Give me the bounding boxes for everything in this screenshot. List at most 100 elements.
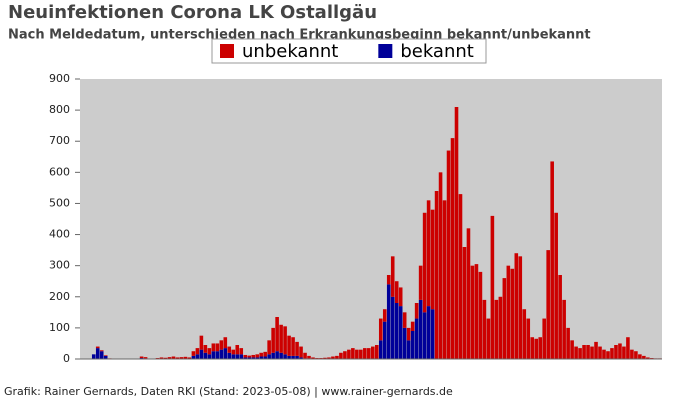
bar-segment (99, 350, 104, 352)
bar-segment (95, 348, 100, 359)
bar-segment (187, 357, 192, 359)
bar-segment (371, 346, 375, 359)
bar-segment (299, 346, 303, 358)
bar-segment (474, 264, 479, 359)
bar-segment (279, 352, 283, 359)
bar-segment (626, 337, 630, 359)
bar-segment (466, 228, 471, 359)
bar-segment (406, 340, 411, 359)
bar-segment (271, 327, 275, 353)
y-tick-label: 500 (49, 196, 70, 209)
chart-title: Neuinfektionen Corona LK Ostallgäu (8, 2, 377, 23)
bar-segment (374, 345, 379, 359)
bar-segment (239, 354, 244, 359)
bar-segment (458, 194, 463, 359)
bar-segment (223, 337, 228, 349)
bar-segment (295, 341, 299, 356)
bar-segment (430, 309, 435, 359)
bar-segment (171, 356, 176, 359)
bar-segment (259, 356, 263, 359)
legend-label: unbekannt (242, 41, 338, 62)
bar-segment (430, 209, 435, 310)
bar-segment (402, 327, 407, 359)
bar-segment (211, 351, 216, 359)
bar-segment (386, 284, 391, 359)
bar-segment (195, 348, 200, 355)
bar-segment (331, 356, 335, 359)
legend-swatch (220, 44, 234, 58)
bar-segment (542, 318, 546, 359)
bar-segment (382, 321, 387, 359)
legend-swatch (378, 44, 393, 58)
bar-segment (398, 287, 403, 307)
bar-segment (578, 348, 582, 359)
bar-segment (99, 351, 104, 359)
legend-box (211, 38, 487, 64)
bar-segment (618, 343, 622, 359)
bar-segment (103, 355, 108, 359)
bar-segment (355, 349, 359, 359)
bar-segment (335, 355, 339, 359)
bar-segment (227, 346, 232, 353)
bar-segment (323, 357, 327, 359)
bar-segment (438, 172, 443, 359)
y-tick-label: 700 (49, 134, 70, 147)
bar-segment (191, 355, 196, 359)
bar-segment (199, 349, 204, 359)
bar-segment (275, 317, 279, 352)
bar-segment (251, 357, 255, 359)
bar-segment (590, 346, 594, 359)
bar-segment (247, 357, 252, 359)
bar-segment (247, 355, 252, 358)
y-tick-label: 400 (49, 228, 70, 241)
bar-segment (622, 346, 626, 359)
bar-segment (267, 354, 271, 359)
bar-segment (566, 327, 570, 359)
bar-segment (594, 341, 598, 359)
bar-segment (382, 309, 387, 322)
bar-segment (550, 161, 554, 359)
bar-segment (462, 247, 467, 359)
bar-segment (518, 256, 523, 359)
bar-segment (490, 215, 495, 359)
bar-segment (426, 200, 431, 307)
bar-segment (402, 312, 407, 328)
bar-segment (422, 312, 427, 359)
bar-segment (414, 318, 419, 359)
bar-segment (203, 345, 208, 353)
y-tick-label: 0 (63, 352, 70, 365)
bar-segment (219, 340, 224, 350)
bar-segment (514, 253, 519, 359)
bar-segment (311, 357, 315, 359)
bar-segment (183, 356, 188, 359)
bar-segment (646, 357, 650, 359)
bar-segment (418, 299, 423, 359)
bar-segment (211, 343, 216, 352)
bar-segment (494, 299, 499, 359)
bar-segment (231, 349, 236, 355)
bar-segment (287, 355, 291, 359)
bar-segment (339, 352, 343, 359)
bar-segment (586, 345, 590, 359)
bar-segment (295, 355, 299, 359)
plot-area (80, 79, 662, 359)
bar-segment (275, 351, 279, 359)
bar-segment (163, 357, 168, 359)
bar-segment (574, 346, 578, 359)
bar-segment (422, 212, 427, 313)
bar-segment (203, 352, 208, 359)
bar-segment (570, 340, 574, 359)
bar-segment (634, 351, 638, 359)
bar-segment (406, 327, 411, 341)
bar-segment (143, 357, 148, 359)
footer: Grafik: Rainer Gernards, Daten RKI (Stan… (4, 385, 453, 398)
bar-segment (638, 354, 642, 359)
bar-segment (526, 318, 531, 359)
bar-segment (562, 299, 566, 359)
bar-segment (642, 355, 646, 359)
bar-segment (394, 281, 399, 303)
bar-segment (522, 309, 527, 359)
bar-segment (470, 265, 475, 359)
bar-segment (450, 138, 455, 359)
